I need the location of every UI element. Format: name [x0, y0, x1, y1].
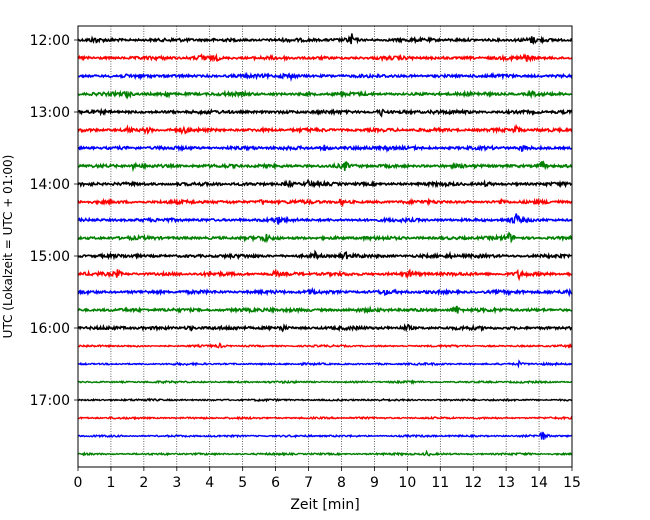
seismic-trace [77, 415, 573, 421]
x-tick-label: 1 [106, 475, 115, 491]
x-tick-label: 3 [172, 475, 181, 491]
x-tick-label: 15 [563, 475, 581, 491]
x-tick-label: 6 [271, 475, 280, 491]
x-tick-label: 10 [398, 475, 416, 491]
seismic-trace [77, 123, 573, 136]
x-tick-label: 12 [464, 475, 482, 491]
seismic-traces [77, 33, 573, 457]
seismic-trace [77, 71, 573, 82]
seismic-trace [77, 160, 573, 173]
x-tick-label: 8 [337, 475, 346, 491]
x-axis-ticks: 0 1 2 3 4 5 6 7 8 9 10 11 12 13 14 15 [74, 467, 581, 491]
seismic-trace [77, 197, 573, 208]
seismic-trace [77, 379, 573, 385]
seismic-trace [77, 143, 573, 154]
y-tick-label: 13:00 [30, 105, 70, 121]
x-tick-label: 5 [238, 475, 247, 491]
seismic-trace [77, 213, 573, 225]
x-axis-label: Zeit [min] [290, 497, 359, 513]
x-tick-label: 14 [530, 475, 548, 491]
y-tick-label: 15:00 [30, 249, 70, 265]
seismic-trace [77, 107, 573, 118]
seismic-trace [78, 305, 573, 315]
seismic-trace [77, 52, 573, 63]
seismic-trace [77, 178, 573, 189]
seismic-trace [77, 89, 573, 100]
y-axis-label: UTC (Lokalzeit = UTC + 01:00) [1, 155, 15, 339]
y-tick-label: 16:00 [30, 321, 70, 337]
seismic-trace [77, 287, 573, 298]
seismic-trace [77, 323, 573, 333]
x-tick-label: 2 [139, 475, 148, 491]
seismic-trace [77, 342, 573, 349]
x-tick-label: 9 [370, 475, 379, 491]
y-axis-ticks: 12:00 13:00 14:00 15:00 16:00 17:00 [30, 33, 78, 409]
grid-lines [110, 26, 540, 467]
seismic-trace [77, 449, 573, 457]
y-tick-label: 12:00 [30, 33, 70, 49]
seismic-trace [77, 397, 573, 403]
seismic-trace [77, 231, 573, 244]
plot-frame [77, 25, 573, 468]
x-tick-label: 11 [431, 475, 449, 491]
seismic-trace [77, 249, 573, 261]
x-tick-label: 13 [497, 475, 515, 491]
x-tick-label: 7 [304, 475, 313, 491]
seismic-trace [77, 33, 573, 45]
seismic-trace [77, 431, 573, 440]
x-tick-label: 4 [205, 475, 214, 491]
y-tick-label: 17:00 [30, 393, 70, 409]
seismic-trace [77, 268, 573, 282]
seismic-trace [77, 359, 573, 369]
y-tick-label: 14:00 [30, 177, 70, 193]
x-tick-label: 0 [74, 475, 83, 491]
